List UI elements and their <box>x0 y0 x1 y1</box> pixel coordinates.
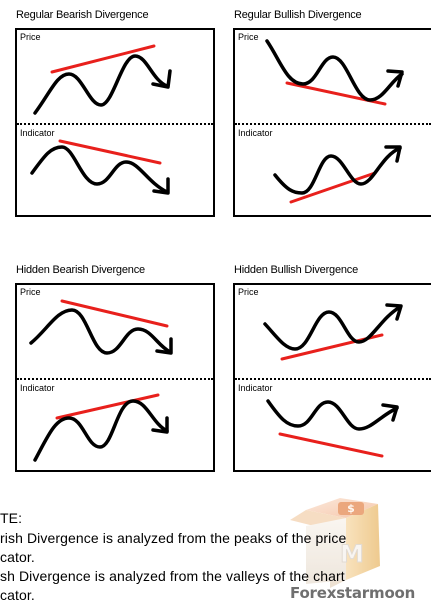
price-arrowhead <box>155 337 173 355</box>
note-heading: TE: <box>0 510 23 526</box>
indicator-trend-line <box>55 393 160 420</box>
badge-letter: M <box>340 540 364 568</box>
price-arrowhead <box>386 69 404 88</box>
cube-front-main <box>306 518 346 584</box>
indicator-arrowhead <box>151 416 169 434</box>
indicator-arrowhead <box>152 177 170 195</box>
price-wave <box>29 308 172 355</box>
panel-title-regular-bearish: Regular Bearish Divergence <box>16 9 149 21</box>
panel-title-hidden-bearish: Hidden Bearish Divergence <box>16 264 145 276</box>
indicator-trend-line <box>278 432 384 458</box>
panel-divider <box>17 378 213 380</box>
indicator-trend-line <box>289 171 377 204</box>
panel-title-regular-bullish: Regular Bullish Divergence <box>234 9 362 21</box>
price-wave <box>263 305 402 351</box>
price-arrowhead <box>151 69 172 89</box>
panel-regular-bullish: Price Indicator <box>233 28 431 217</box>
indicator-trend-line <box>58 139 162 165</box>
logo-text: Forexstarmoon <box>290 584 416 602</box>
indicator-label: Indicator <box>20 383 55 393</box>
price-trend-line <box>60 299 169 328</box>
cube-badge <box>338 502 364 515</box>
indicator-wave <box>33 399 169 462</box>
note-line-bullish: sh Divergence is analyzed from the valle… <box>0 568 345 584</box>
indicator-arrowhead <box>384 145 402 163</box>
note-line-bullish-cont: cator. <box>0 587 35 603</box>
price-label: Price <box>20 287 41 297</box>
price-label: Price <box>20 32 41 42</box>
panel-title-hidden-bullish: Hidden Bullish Divergence <box>234 264 359 276</box>
price-wave <box>265 39 404 102</box>
panel-divider <box>17 123 213 125</box>
panel-regular-bearish: Price Indicator <box>15 28 215 217</box>
indicator-label: Indicator <box>20 128 55 138</box>
badge-symbol: $ <box>347 502 355 515</box>
indicator-wave <box>273 146 402 195</box>
price-label: Price <box>238 287 259 297</box>
note-line-bearish: rish Divergence is analyzed from the pea… <box>0 530 347 546</box>
panel-divider <box>235 378 431 380</box>
price-label: Price <box>238 32 259 42</box>
note-line-bearish-cont: cator. <box>0 549 35 565</box>
forexstarmoon-logo: $ M <box>290 498 380 588</box>
price-arrowhead <box>385 303 403 321</box>
cube-side-face <box>346 504 380 580</box>
panel-divider <box>235 123 431 125</box>
indicator-label: Indicator <box>238 128 273 138</box>
indicator-label: Indicator <box>238 383 273 393</box>
price-wave <box>33 54 169 115</box>
indicator-wave <box>266 399 399 431</box>
panel-hidden-bullish: Price Indicator <box>233 283 431 472</box>
indicator-wave <box>30 145 169 194</box>
panel-hidden-bearish: Price Indicator <box>15 283 215 472</box>
price-trend-line <box>50 44 156 74</box>
indicator-arrowhead <box>381 403 399 422</box>
